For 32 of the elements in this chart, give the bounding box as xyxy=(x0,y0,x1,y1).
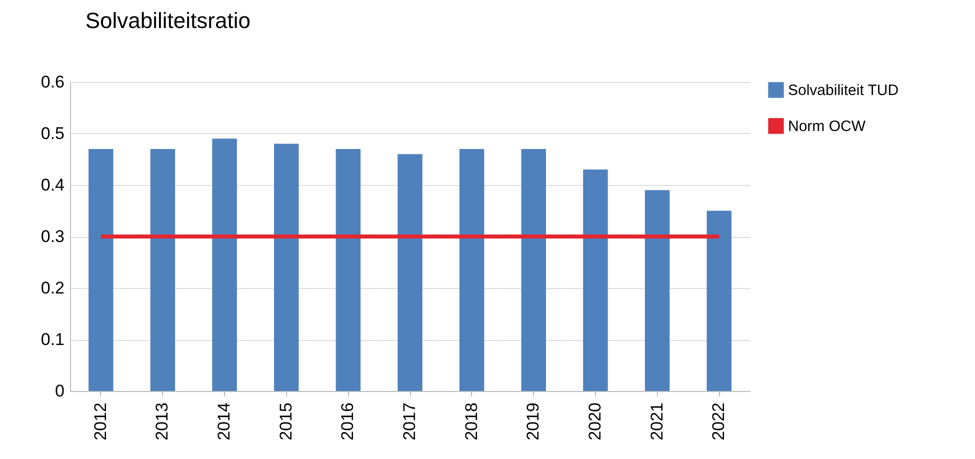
x-tick-label: 2012 xyxy=(90,402,110,440)
chart-title: Solvabiliteitsratio xyxy=(85,8,250,33)
y-tick-label: 0.6 xyxy=(40,72,64,92)
y-tick-label: 0 xyxy=(55,382,64,400)
bar xyxy=(706,210,732,391)
bar xyxy=(88,148,114,391)
x-tick-label: 2014 xyxy=(214,402,234,440)
x-tick-label: 2016 xyxy=(338,402,358,440)
y-tick-label: 0.2 xyxy=(40,278,64,298)
x-tick-label: 2019 xyxy=(524,402,543,440)
x-tick-label: 2013 xyxy=(152,402,172,440)
bar xyxy=(398,154,422,391)
bar xyxy=(336,148,361,391)
bar xyxy=(212,138,237,391)
bar xyxy=(644,190,670,391)
bar xyxy=(583,170,608,391)
y-tick-label: 0.3 xyxy=(40,227,64,246)
y-tick-label: 0.1 xyxy=(40,330,64,349)
y-tick-label: 0.5 xyxy=(40,124,64,143)
bar xyxy=(521,148,546,391)
x-tick-label: 2020 xyxy=(585,402,604,440)
legend-label: Norm OCW xyxy=(788,118,866,135)
x-tick-label: 2015 xyxy=(276,402,296,440)
x-tick-label: 2021 xyxy=(647,402,666,440)
x-tick-label: 2018 xyxy=(462,402,481,440)
x-tick-label: 2022 xyxy=(709,402,728,440)
bar xyxy=(274,144,299,391)
x-tick-label: 2017 xyxy=(400,402,419,440)
legend-label: Solvabiliteit TUD xyxy=(788,82,899,99)
y-tick-label: 0.4 xyxy=(40,176,64,194)
bar xyxy=(150,148,176,391)
bar xyxy=(459,148,484,391)
